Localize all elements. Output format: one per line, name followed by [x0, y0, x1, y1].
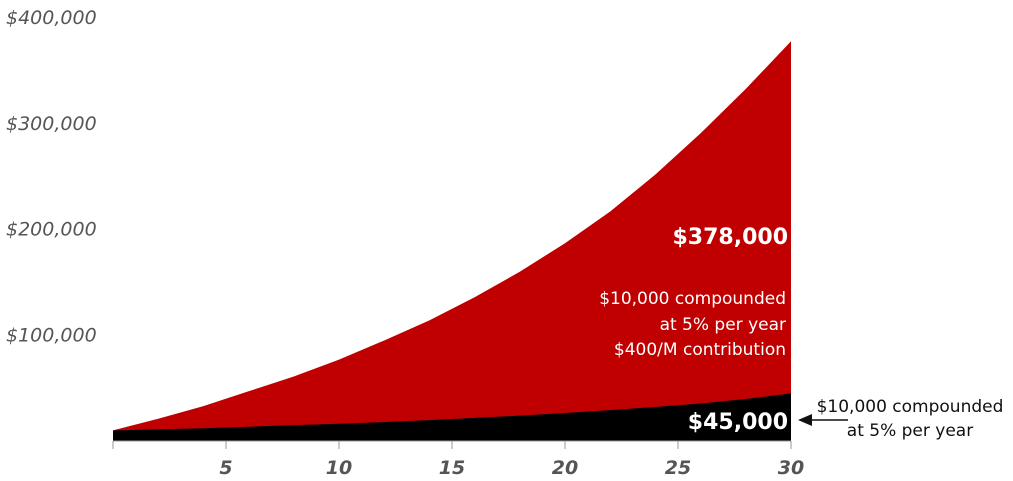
annotation-arrow	[798, 414, 848, 426]
x-tick-label: 25	[665, 457, 691, 479]
x-tick-label: 20	[552, 457, 578, 479]
black-note-line-2: at 5% per year	[847, 421, 973, 441]
red-note-line-2: at 5% per year	[660, 315, 786, 335]
red-total-label: $378,000	[672, 225, 788, 250]
red-note-line-3: $400/M contribution	[614, 340, 786, 360]
area-series-0	[113, 41, 791, 442]
y-tick-label: $300,000	[6, 113, 97, 135]
x-tick-label: 30	[778, 457, 804, 479]
area-series	[113, 41, 791, 442]
x-tick-label: 15	[439, 457, 465, 479]
x-tick-label: 5	[219, 457, 232, 479]
red-note-line-1: $10,000 compounded	[599, 289, 786, 309]
area-series-1	[113, 393, 791, 441]
arrow-head	[798, 414, 812, 426]
black-note-line-1: $10,000 compounded	[817, 397, 1004, 417]
y-tick-label: $200,000	[6, 219, 97, 241]
x-axis-ticks: 5 10 15 20 25 30	[112, 441, 804, 479]
y-tick-label: $400,000	[6, 7, 97, 29]
y-axis-ticks: $100,000 $200,000 $300,000 $400,000	[6, 7, 97, 346]
x-tick-label: 10	[326, 457, 352, 479]
black-total-label: $45,000	[688, 410, 788, 435]
y-tick-label: $100,000	[6, 324, 97, 346]
